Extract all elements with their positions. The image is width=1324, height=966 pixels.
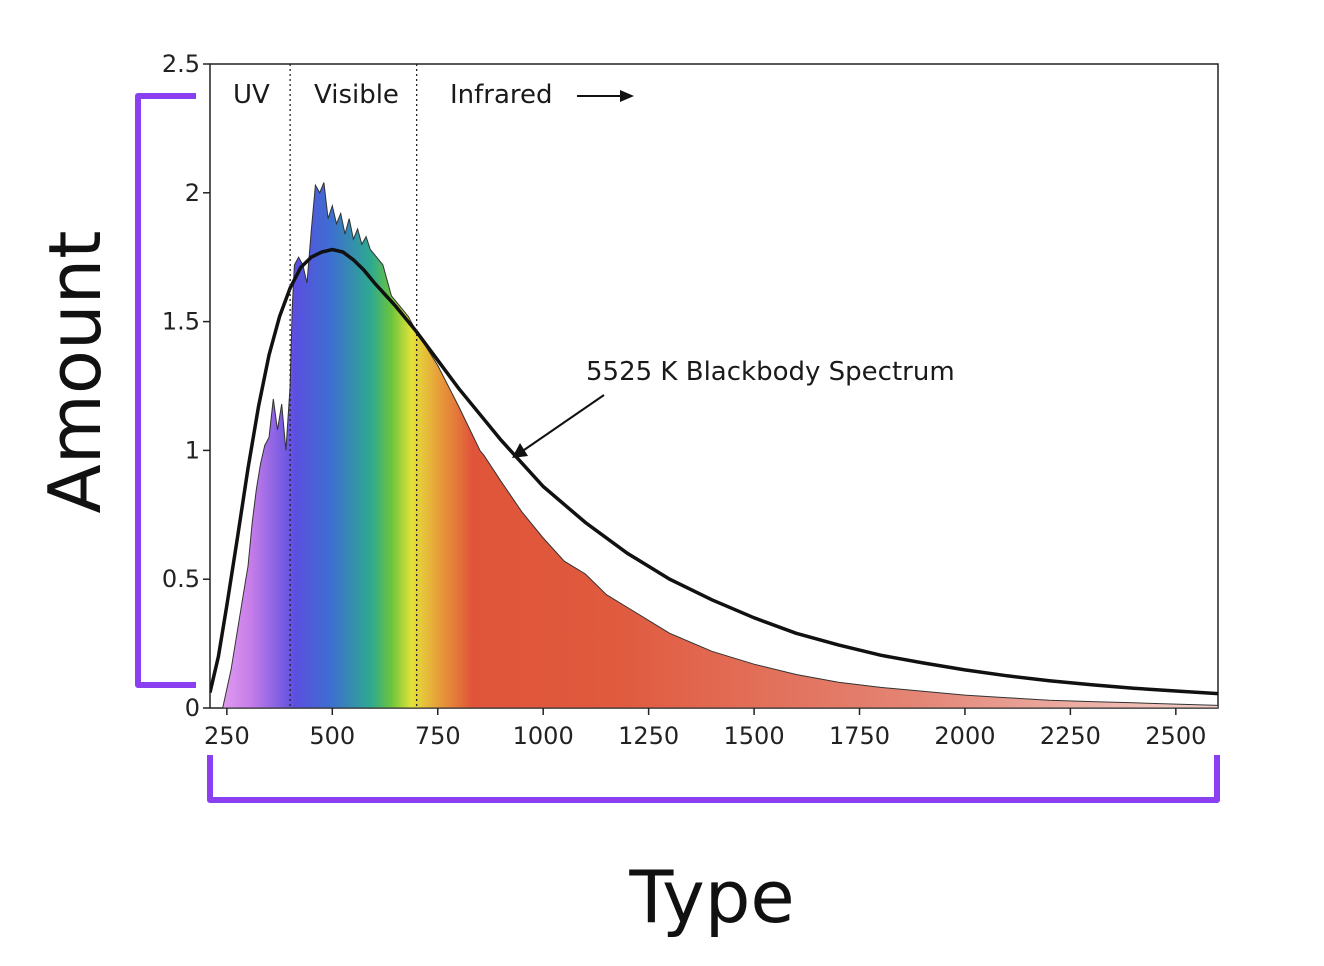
x-tick-label: 1250 — [618, 722, 679, 750]
region-dividers — [289, 64, 418, 708]
x-axis-ticks: 250 500 750 1000 1250 1500 1750 2000 2250 2500 — [204, 708, 1206, 750]
y-tick-label: 0 — [185, 694, 200, 722]
x-tick-label: 2500 — [1145, 722, 1206, 750]
x-tick-label: 1000 — [513, 722, 574, 750]
region-label-infrared: Infrared — [450, 80, 553, 110]
infrared-arrow-icon — [577, 90, 634, 102]
region-label-uv: UV — [233, 80, 270, 110]
blackbody-curve-line — [210, 247, 1218, 696]
y-axis-label: Amount — [33, 231, 117, 514]
x-tick-label: 250 — [204, 722, 250, 750]
region-label-visible: Visible — [314, 80, 399, 110]
y-tick-label: 1 — [185, 436, 200, 464]
x-tick-label: 500 — [309, 722, 355, 750]
x-axis-bracket — [207, 755, 1220, 803]
y-tick-label: 2 — [185, 179, 200, 207]
y-tick-label: 0.5 — [162, 565, 200, 593]
x-tick-label: 1750 — [829, 722, 890, 750]
y-tick-label: 1.5 — [162, 308, 200, 336]
x-axis-label: Type — [628, 855, 794, 939]
x-tick-label: 2000 — [934, 722, 995, 750]
y-tick-label: 2.5 — [162, 50, 200, 78]
x-tick-label: 750 — [415, 722, 461, 750]
y-axis-bracket — [135, 93, 196, 688]
x-tick-label: 2250 — [1040, 722, 1101, 750]
x-tick-label: 1500 — [724, 722, 785, 750]
y-axis-ticks: 0 0.5 1 1.5 2 2.5 — [162, 50, 210, 722]
blackbody-annotation-label: 5525 K Blackbody Spectrum — [586, 357, 955, 387]
annotation-arrow-icon — [512, 394, 605, 458]
spectrum-area — [222, 182, 1218, 708]
